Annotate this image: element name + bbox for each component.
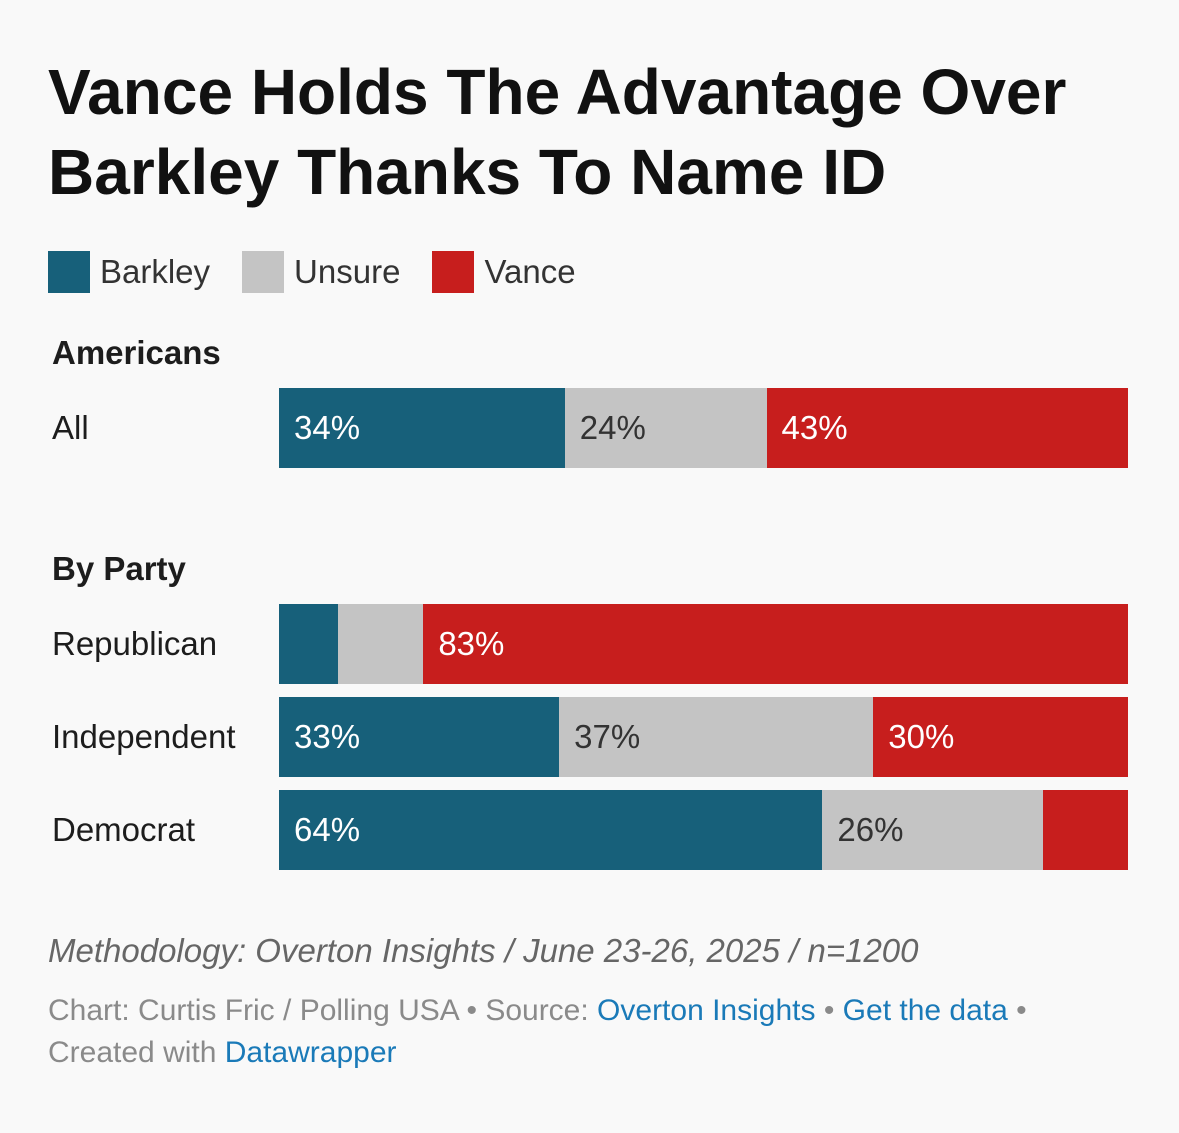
bar-segment-barkley bbox=[279, 604, 339, 684]
separator: • bbox=[815, 994, 843, 1027]
bar-republican: 83% bbox=[279, 604, 1128, 684]
legend: Barkley Unsure Vance bbox=[48, 250, 608, 294]
legend-swatch bbox=[48, 251, 90, 293]
legend-swatch bbox=[432, 251, 475, 293]
bar-segment-barkley: 33% bbox=[279, 697, 560, 777]
row-label: Independent bbox=[52, 718, 236, 755]
legend-label: Barkley bbox=[100, 253, 211, 290]
created-with-label: Created with bbox=[48, 1036, 225, 1069]
legend-item-unsure: Unsure bbox=[242, 251, 400, 293]
separator: • bbox=[1007, 994, 1027, 1027]
bar-segment-vance: 43% bbox=[766, 388, 1128, 468]
legend-label: Vance bbox=[484, 253, 576, 290]
bar-segment-unsure bbox=[338, 604, 424, 684]
data-label: 43% bbox=[781, 409, 848, 446]
bar-segment-barkley: 64% bbox=[279, 790, 823, 870]
bar-all: 34% 24% 43% bbox=[279, 388, 1128, 468]
data-label: 33% bbox=[294, 718, 361, 755]
data-label: 83% bbox=[438, 625, 505, 662]
legend-item-barkley: Barkley bbox=[48, 251, 210, 293]
bar-segment-barkley: 34% bbox=[279, 388, 565, 468]
bar-segment-unsure: 24% bbox=[564, 388, 767, 468]
row-label: All bbox=[52, 409, 89, 446]
source-label: Source: bbox=[485, 994, 598, 1027]
separator: • bbox=[458, 994, 486, 1027]
group-title: By Party bbox=[52, 550, 186, 587]
data-label: 64% bbox=[294, 811, 361, 848]
legend-swatch bbox=[242, 251, 285, 293]
datawrapper-link[interactable]: Datawrapper bbox=[224, 1036, 397, 1069]
source-link[interactable]: Overton Insights bbox=[597, 994, 816, 1027]
data-label: 37% bbox=[574, 718, 641, 755]
row-label: Republican bbox=[52, 625, 218, 662]
methodology-note: Methodology: Overton Insights / June 23-… bbox=[48, 932, 919, 969]
bar-segment-vance: 83% bbox=[423, 604, 1128, 684]
row-label: Democrat bbox=[52, 811, 196, 848]
data-label: 24% bbox=[579, 409, 646, 446]
legend-item-vance: Vance bbox=[432, 251, 576, 293]
bar-independent: 33% 37% 30% bbox=[279, 697, 1128, 777]
get-data-link[interactable]: Get the data bbox=[842, 994, 1008, 1027]
group-title: Americans bbox=[52, 334, 221, 371]
legend-label: Unsure bbox=[294, 253, 401, 290]
credits: Chart: Curtis Fric / Polling USA • Sourc… bbox=[48, 990, 1148, 1074]
bar-segment-unsure: 37% bbox=[559, 697, 874, 777]
bar-democrat: 64% 26% bbox=[279, 790, 1128, 870]
bar-segment-unsure: 26% bbox=[822, 790, 1044, 870]
bar-segment-vance: 30% bbox=[873, 697, 1128, 777]
chart-title: Vance Holds The Advantage Over Barkley T… bbox=[48, 56, 1067, 208]
chart-credit: Chart: Curtis Fric / Polling USA bbox=[48, 994, 459, 1027]
data-label: 26% bbox=[837, 811, 904, 848]
data-label: 34% bbox=[294, 409, 361, 446]
data-label: 30% bbox=[888, 718, 955, 755]
bar-segment-vance bbox=[1043, 790, 1128, 870]
